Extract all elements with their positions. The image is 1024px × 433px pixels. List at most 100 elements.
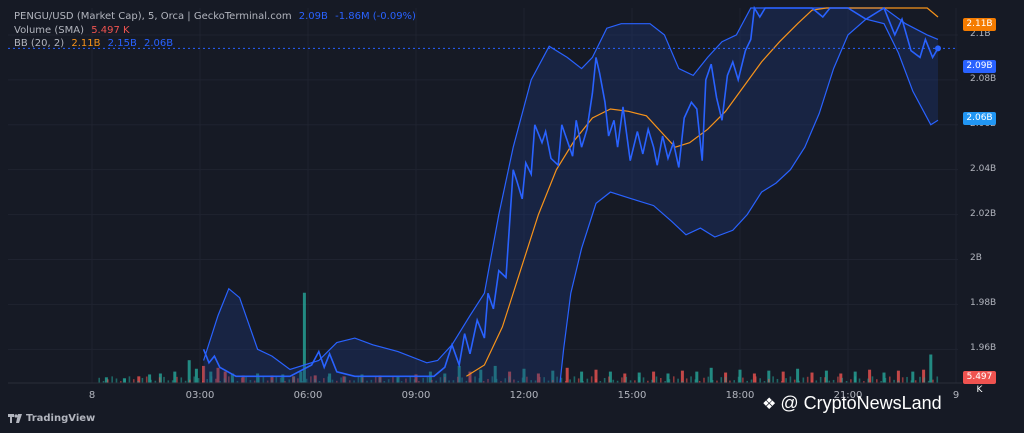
volume-bar xyxy=(768,378,770,383)
volume-bar xyxy=(353,380,355,383)
volume-bar xyxy=(482,381,485,383)
volume-bar xyxy=(752,373,756,383)
volume-bar xyxy=(279,377,282,383)
time-tick-label: 9 xyxy=(953,390,959,401)
volume-bar xyxy=(906,376,908,383)
volume-bar xyxy=(599,381,602,383)
chart-legend: PENGU/USD (Market Cap), 5, Orca | GeckoT… xyxy=(14,10,416,51)
volume-bar xyxy=(253,380,256,383)
volume-bar xyxy=(361,377,364,383)
volume-bar xyxy=(302,292,306,383)
volume-bar xyxy=(582,381,584,383)
volume-bar xyxy=(897,380,900,383)
volume-bar xyxy=(819,376,822,383)
volume-bar xyxy=(810,372,814,383)
volume-bar xyxy=(621,377,623,383)
volume-bar xyxy=(413,379,416,383)
volume-bar xyxy=(409,376,412,383)
volume-bar xyxy=(414,374,418,383)
volume-bar xyxy=(608,376,610,383)
volume-bar xyxy=(102,380,105,383)
volume-bar xyxy=(603,378,606,383)
volume-bar xyxy=(418,380,420,383)
volume-bar xyxy=(366,380,368,383)
volume-bar xyxy=(616,380,619,383)
volume-bar xyxy=(772,376,774,383)
volume-bar xyxy=(850,379,852,383)
volume-bar xyxy=(737,376,740,383)
volume-bar xyxy=(901,377,904,383)
time-tick-label: 12:00 xyxy=(510,390,539,401)
price-tick-label: 2.1B xyxy=(970,28,991,39)
volume-bar xyxy=(590,376,593,383)
volume-bar xyxy=(742,377,744,383)
volume-bar xyxy=(580,371,584,383)
volume-bar xyxy=(781,371,785,383)
chart-grid xyxy=(8,8,958,383)
volume-bar xyxy=(573,376,576,383)
volume-bar xyxy=(681,381,684,383)
volume-bar xyxy=(210,376,213,383)
volume-bar xyxy=(729,380,731,383)
volume-bar xyxy=(672,376,675,383)
volume-bar xyxy=(608,371,612,383)
volume-bar xyxy=(845,380,848,383)
volume-bar xyxy=(461,377,463,383)
volume-bar xyxy=(888,376,891,383)
volume-bar xyxy=(314,379,316,383)
volume-bar xyxy=(560,377,563,383)
volume-bar xyxy=(344,376,347,383)
volume-bar xyxy=(299,371,303,383)
volume-bar xyxy=(811,380,813,383)
bb-row[interactable]: BB (20, 2) 2.11B 2.15B 2.06B xyxy=(14,37,416,51)
volume-bar xyxy=(197,378,200,383)
volume-bar xyxy=(530,380,532,383)
volume-bar xyxy=(452,380,455,383)
volume-bar xyxy=(310,376,312,383)
volume-bar xyxy=(539,377,541,383)
volume-bar xyxy=(685,378,688,383)
change-value: -1.86M (-0.09%) xyxy=(335,11,416,22)
volume-bar xyxy=(342,376,346,383)
volume-row[interactable]: Volume (SMA) 5.497 K xyxy=(14,24,416,38)
volume-bar xyxy=(750,379,753,383)
volume-bar xyxy=(236,380,239,383)
volume-bar xyxy=(642,377,645,383)
volume-bar xyxy=(832,379,835,383)
tradingview-text: TradingView xyxy=(26,413,96,424)
time-tick-label: 15:00 xyxy=(618,390,647,401)
volume-bar xyxy=(564,380,567,383)
volume-bar xyxy=(647,380,649,383)
volume-bar xyxy=(746,380,748,383)
symbol-row[interactable]: PENGU/USD (Market Cap), 5, Orca | GeckoT… xyxy=(14,10,416,24)
close-value: 2.09B xyxy=(298,11,328,22)
volume-bar xyxy=(202,365,206,383)
volume-bar xyxy=(677,378,679,383)
watermark: ❖ @ CryptoNewsLand xyxy=(762,393,942,414)
volume-bar xyxy=(194,368,198,383)
volume-bar xyxy=(893,379,895,383)
volume-bar xyxy=(465,380,468,383)
volume-bar xyxy=(517,380,520,383)
volume-bar xyxy=(500,381,502,383)
volume-bar xyxy=(383,381,386,383)
volume-bar xyxy=(806,376,809,383)
volume-bar xyxy=(115,378,118,383)
volume-bar xyxy=(193,376,196,383)
volume-bar xyxy=(738,369,742,383)
tradingview-logo[interactable]: TradingView xyxy=(8,413,95,424)
volume-bar xyxy=(733,380,736,383)
volume-bar xyxy=(258,377,260,383)
volume-bar xyxy=(914,380,917,383)
volume-bar xyxy=(448,380,450,383)
volume-bar xyxy=(534,380,537,383)
volume-bar xyxy=(435,380,437,383)
volume-bar xyxy=(929,354,933,383)
time-tick-label: 06:00 xyxy=(294,390,323,401)
volume-bar xyxy=(876,379,878,383)
volume-bar xyxy=(439,377,442,383)
volume-bar xyxy=(158,377,161,383)
volume-bar xyxy=(552,380,554,383)
bb-upper-value: 2.15B xyxy=(107,38,137,49)
